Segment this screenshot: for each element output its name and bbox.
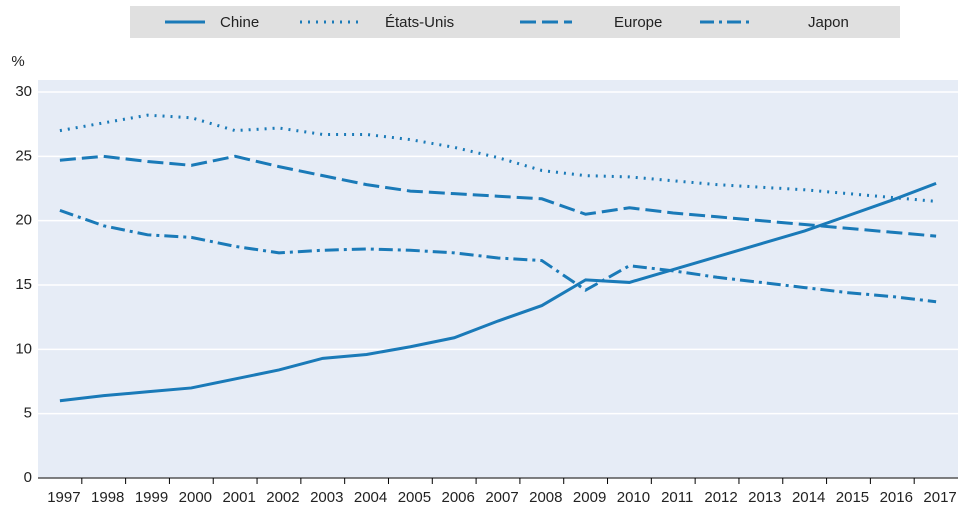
x-tick-label: 2000 (179, 489, 212, 506)
y-tick-label: 25 (15, 147, 32, 164)
x-tick-label: 2016 (880, 489, 913, 506)
x-tick-label: 2006 (442, 489, 475, 506)
x-tick-label: 2001 (222, 489, 255, 506)
x-tick-label: 2011 (661, 489, 693, 506)
x-tick-label: 2010 (617, 489, 650, 506)
y-tick-label: 10 (15, 340, 32, 357)
x-tick-label: 2015 (836, 489, 869, 506)
x-tick-label: 1997 (47, 489, 80, 506)
legend-background (130, 6, 900, 38)
x-tick-label: 2004 (354, 489, 387, 506)
y-tick-label: 5 (24, 405, 32, 422)
x-tick-label: 2012 (704, 489, 737, 506)
y-axis-label: % (11, 53, 24, 70)
x-tick-label: 2017 (923, 489, 956, 506)
series-line (59, 181, 937, 403)
x-tick-label: 2002 (266, 489, 299, 506)
x-tick-label: 2008 (529, 489, 562, 506)
x-tick-label: 2003 (310, 489, 343, 506)
legend-label: Japon (808, 14, 849, 31)
x-tick-label: 2014 (792, 489, 825, 506)
plot-background (38, 80, 958, 478)
x-tick-label: 1999 (135, 489, 168, 506)
y-tick-label: 30 (15, 83, 32, 100)
x-tick-label: 2007 (485, 489, 518, 506)
x-tick-label: 2013 (748, 489, 781, 506)
y-tick-label: 0 (24, 469, 32, 486)
y-tick-label: 20 (15, 212, 32, 229)
x-tick-label: 1998 (91, 489, 124, 506)
legend-label: Chine (220, 14, 259, 31)
x-tick-label: 2005 (398, 489, 431, 506)
legend-label: Europe (614, 14, 662, 31)
legend-label: États-Unis (385, 14, 454, 31)
y-tick-label: 15 (15, 276, 32, 293)
x-tick-label: 2009 (573, 489, 606, 506)
series-line (59, 208, 937, 304)
series-line (59, 154, 937, 238)
